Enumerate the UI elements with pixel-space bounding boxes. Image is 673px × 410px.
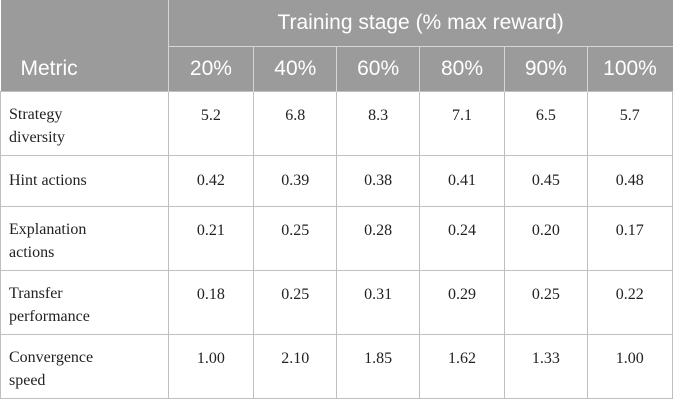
table-cell: 0.25	[253, 206, 338, 271]
table-cell: 2.10	[253, 334, 338, 399]
row-label: Explanation actions	[0, 206, 169, 271]
table-cell: 1.85	[336, 334, 420, 399]
table-row-strategy-diversity: Strategy diversity 5.2 6.8 8.3 7.1 6.5 5…	[0, 91, 673, 156]
table-cell: 7.1	[418, 91, 506, 156]
table-cell: 1.00	[167, 334, 255, 399]
table-cell: 0.21	[167, 206, 255, 271]
column-header-90: 90%	[504, 46, 587, 92]
table-cell: 0.25	[504, 270, 588, 335]
table-cell: 6.5	[504, 91, 588, 156]
column-header-20: 20%	[167, 46, 254, 92]
table-cell: 0.38	[336, 155, 420, 207]
table-cell: 0.45	[504, 155, 588, 207]
table-cell: 6.8	[253, 91, 338, 156]
table-cell: 0.28	[336, 206, 420, 271]
table-cell: 1.33	[504, 334, 588, 399]
table-cell: 0.24	[418, 206, 506, 271]
row-label: Strategy diversity	[0, 91, 169, 156]
table-row-convergence-speed: Convergence speed 1.00 2.10 1.85 1.62 1.…	[0, 334, 673, 399]
table-cell: 1.00	[586, 334, 673, 399]
table-cell: 0.25	[253, 270, 338, 335]
column-header-40: 40%	[253, 46, 337, 92]
table-cell: 0.29	[418, 270, 506, 335]
row-label: Transfer performance	[0, 270, 169, 335]
column-header-60: 60%	[336, 46, 420, 92]
column-header-80: 80%	[418, 46, 505, 92]
table-cell: 0.42	[167, 155, 255, 207]
table-cell: 0.41	[418, 155, 506, 207]
table-cell: 0.20	[504, 206, 588, 271]
table-cell: 5.2	[167, 91, 255, 156]
table-cell: 5.7	[586, 91, 673, 156]
column-header-100: 100%	[586, 46, 673, 92]
table-cell: 0.31	[336, 270, 420, 335]
table-cell: 0.22	[586, 270, 673, 335]
table-cell: 0.17	[586, 206, 673, 271]
metric-column-header: Metric	[0, 0, 169, 92]
table-row-explanation-actions: Explanation actions 0.21 0.25 0.28 0.24 …	[0, 206, 673, 271]
table-row-transfer-performance: Transfer performance 0.18 0.25 0.31 0.29…	[0, 270, 673, 335]
table-cell: 1.62	[418, 334, 506, 399]
training-stage-group-header: Training stage (% max reward)	[167, 0, 673, 47]
table-row-hint-actions: Hint actions 0.42 0.39 0.38 0.41 0.45 0.…	[0, 155, 673, 207]
table-cell: 0.18	[167, 270, 255, 335]
training-stage-table: Metric Training stage (% max reward) 20%…	[0, 0, 673, 399]
table-cell: 8.3	[336, 91, 420, 156]
table-cell: 0.48	[586, 155, 673, 207]
row-label: Hint actions	[0, 155, 169, 207]
table-header: Metric Training stage (% max reward) 20%…	[0, 0, 673, 92]
table-cell: 0.39	[253, 155, 338, 207]
row-label: Convergence speed	[0, 334, 169, 399]
table-body: Strategy diversity 5.2 6.8 8.3 7.1 6.5 5…	[0, 91, 673, 399]
